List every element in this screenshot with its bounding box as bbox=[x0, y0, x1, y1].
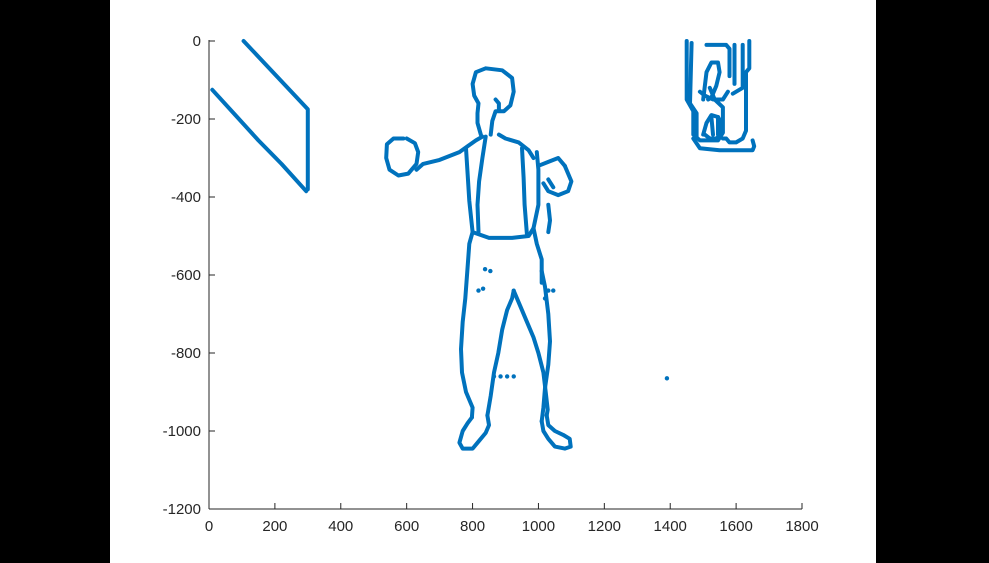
x-tick-label: 1400 bbox=[654, 518, 687, 535]
data-point bbox=[480, 286, 486, 291]
data-point bbox=[551, 288, 556, 293]
x-tick-label: 800 bbox=[460, 518, 485, 535]
x-tick-label: 400 bbox=[328, 518, 353, 535]
data-stroke bbox=[546, 177, 556, 190]
data-stroke bbox=[704, 42, 732, 79]
scatter-plot: 0 200 400 600 800 1000 1200 1400 1600 1800 0 -200 -4… bbox=[163, 33, 819, 535]
data-point bbox=[476, 288, 481, 293]
x-tick-label: 1600 bbox=[719, 518, 752, 535]
data-stroke bbox=[457, 413, 491, 451]
y-tick-label: -200 bbox=[171, 111, 201, 128]
x-tick-label: 1800 bbox=[785, 518, 818, 535]
data-stroke bbox=[210, 87, 309, 194]
data-stroke bbox=[539, 413, 573, 451]
x-tick-label: 0 bbox=[205, 518, 213, 535]
data-stroke bbox=[459, 230, 475, 420]
data-stroke bbox=[241, 39, 310, 192]
y-tick-label: -400 bbox=[171, 189, 201, 206]
data-stroke bbox=[493, 97, 501, 112]
data-stroke bbox=[701, 113, 724, 141]
data-stroke bbox=[541, 163, 574, 198]
y-tick-label: -1200 bbox=[163, 501, 201, 518]
data-stroke bbox=[697, 89, 730, 102]
y-tick-label: -800 bbox=[171, 345, 201, 362]
data-stroke bbox=[536, 156, 567, 168]
data-point bbox=[542, 296, 548, 301]
data-point bbox=[664, 376, 670, 381]
data-stroke bbox=[464, 146, 475, 235]
x-tick-label: 1200 bbox=[588, 518, 621, 535]
data-stroke bbox=[720, 39, 752, 145]
data-stroke bbox=[688, 41, 699, 139]
data-marks bbox=[210, 39, 757, 451]
x-tick-label: 600 bbox=[394, 518, 419, 535]
data-stroke bbox=[691, 136, 757, 153]
data-point bbox=[498, 374, 503, 379]
y-tick-label: 0 bbox=[193, 33, 201, 50]
data-stroke bbox=[470, 66, 516, 137]
data-stroke bbox=[709, 115, 715, 137]
data-stroke bbox=[539, 269, 552, 424]
data-stroke bbox=[485, 288, 516, 418]
data-stroke bbox=[546, 202, 552, 235]
y-tick-label: -1000 bbox=[163, 423, 201, 440]
y-tick-label: -600 bbox=[171, 267, 201, 284]
plot-figure: 0 200 400 600 800 1000 1200 1400 1600 1800 0 -200 -4… bbox=[110, 0, 876, 563]
x-tick-label: 1000 bbox=[522, 518, 555, 535]
data-point bbox=[504, 374, 510, 379]
data-point bbox=[491, 374, 497, 379]
data-stroke bbox=[384, 136, 421, 178]
data-stroke bbox=[475, 134, 488, 235]
data-point bbox=[546, 288, 551, 293]
data-point bbox=[482, 266, 488, 272]
data-stroke bbox=[730, 42, 745, 96]
data-stroke bbox=[531, 150, 541, 231]
data-stroke bbox=[520, 146, 529, 236]
data-stroke bbox=[511, 288, 550, 418]
axes: 0 200 400 600 800 1000 1200 1400 1600 1800 0 -200 -4… bbox=[163, 33, 819, 535]
data-stroke bbox=[496, 132, 536, 160]
data-stroke bbox=[701, 60, 722, 102]
data-stroke bbox=[414, 134, 485, 172]
data-stroke bbox=[470, 226, 536, 240]
x-tick-label: 200 bbox=[262, 518, 287, 535]
data-point bbox=[511, 374, 516, 379]
data-point bbox=[488, 268, 493, 274]
